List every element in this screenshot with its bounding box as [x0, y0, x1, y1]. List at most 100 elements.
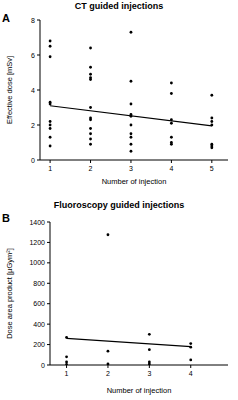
x-axis-label: Number of injection — [107, 386, 172, 395]
point — [89, 47, 92, 50]
point — [107, 350, 110, 353]
point — [130, 132, 133, 135]
point — [49, 127, 52, 130]
title: CT guided injections — [75, 1, 164, 11]
x-tick — [90, 160, 91, 163]
y-tick — [47, 324, 50, 325]
x-axis-label: Number of injection — [102, 177, 167, 186]
x-tick-label: 4 — [189, 370, 193, 377]
y-tick-label: 0 — [31, 157, 35, 164]
y-tick-label: 4 — [31, 87, 35, 94]
point — [130, 143, 133, 146]
point — [65, 361, 68, 364]
y-tick-label: 800 — [33, 280, 45, 287]
y-tick — [47, 222, 50, 223]
plot-area — [49, 31, 214, 153]
y-axis-label: Dose area product [µGym²] — [5, 248, 14, 339]
point — [130, 136, 133, 139]
x-axis — [50, 365, 228, 366]
point — [148, 363, 151, 365]
panel-label: B — [2, 212, 10, 224]
trend-line — [67, 338, 191, 346]
y-tick — [37, 125, 40, 126]
x-tick-label: 3 — [129, 165, 133, 172]
point — [89, 66, 92, 69]
point — [89, 73, 92, 76]
x-tick — [149, 365, 150, 368]
y-tick-label: 1200 — [29, 239, 45, 246]
point — [170, 136, 173, 139]
y-tick — [47, 242, 50, 243]
x-tick — [66, 365, 67, 368]
point — [130, 103, 133, 106]
x-tick-label: 1 — [48, 165, 52, 172]
y-axis-label: Effective dose [mSv] — [5, 56, 14, 124]
y-tick-label: 8 — [31, 17, 35, 24]
point — [49, 120, 52, 123]
y-tick — [47, 344, 50, 345]
point — [89, 143, 92, 146]
point — [107, 233, 110, 236]
trend-line — [50, 106, 212, 126]
point — [89, 132, 92, 135]
point — [189, 358, 192, 361]
y-tick-label: 1400 — [29, 219, 45, 226]
y-tick-label: 2 — [31, 122, 35, 129]
x-tick — [171, 160, 172, 163]
x-tick — [130, 160, 131, 163]
point — [107, 363, 110, 365]
point — [49, 124, 52, 127]
point — [148, 333, 151, 336]
point — [189, 342, 192, 345]
y-tick-label: 1000 — [29, 259, 45, 266]
point — [170, 82, 173, 85]
x-tick-label: 2 — [89, 165, 93, 172]
y-tick-label: 0 — [41, 362, 45, 369]
point — [170, 143, 173, 146]
point — [89, 78, 92, 81]
point — [89, 127, 92, 130]
point — [65, 363, 68, 365]
y-tick — [47, 365, 50, 366]
x-tick — [50, 160, 51, 163]
plot-area — [65, 233, 192, 365]
x-tick — [190, 365, 191, 368]
point — [49, 55, 52, 58]
point — [49, 136, 52, 139]
point — [210, 120, 213, 123]
y-tick — [47, 262, 50, 263]
panel-label: A — [2, 12, 10, 24]
y-tick — [37, 55, 40, 56]
y-tick-label: 6 — [31, 52, 35, 59]
point — [130, 80, 133, 83]
y-tick-label: 400 — [33, 321, 45, 328]
point — [89, 106, 92, 109]
point — [49, 145, 52, 148]
x-tick-label: 3 — [147, 370, 151, 377]
y-tick — [37, 90, 40, 91]
y-axis — [50, 222, 51, 365]
panel: Fluoroscopy guided injections B 0 200 400 600… — [2, 200, 228, 395]
point — [170, 122, 173, 125]
point — [148, 348, 151, 351]
y-tick — [37, 20, 40, 21]
point — [130, 124, 133, 127]
title: Fluoroscopy guided injections — [54, 200, 185, 210]
x-tick-label: 4 — [169, 165, 173, 172]
point — [170, 92, 173, 95]
point — [49, 40, 52, 43]
x-tick — [107, 365, 108, 368]
y-tick — [37, 160, 40, 161]
point — [210, 117, 213, 120]
y-tick-label: 200 — [33, 341, 45, 348]
point — [49, 103, 52, 106]
point — [210, 94, 213, 97]
y-tick — [47, 283, 50, 284]
y-tick-label: 600 — [33, 300, 45, 307]
x-tick-label: 5 — [210, 165, 214, 172]
figure: CT guided injections A 0 2 4 6 8 1 2 3 4 5 Number of… — [0, 0, 238, 400]
x-tick — [211, 160, 212, 163]
point — [130, 150, 133, 153]
point — [49, 45, 52, 48]
point — [89, 138, 92, 141]
